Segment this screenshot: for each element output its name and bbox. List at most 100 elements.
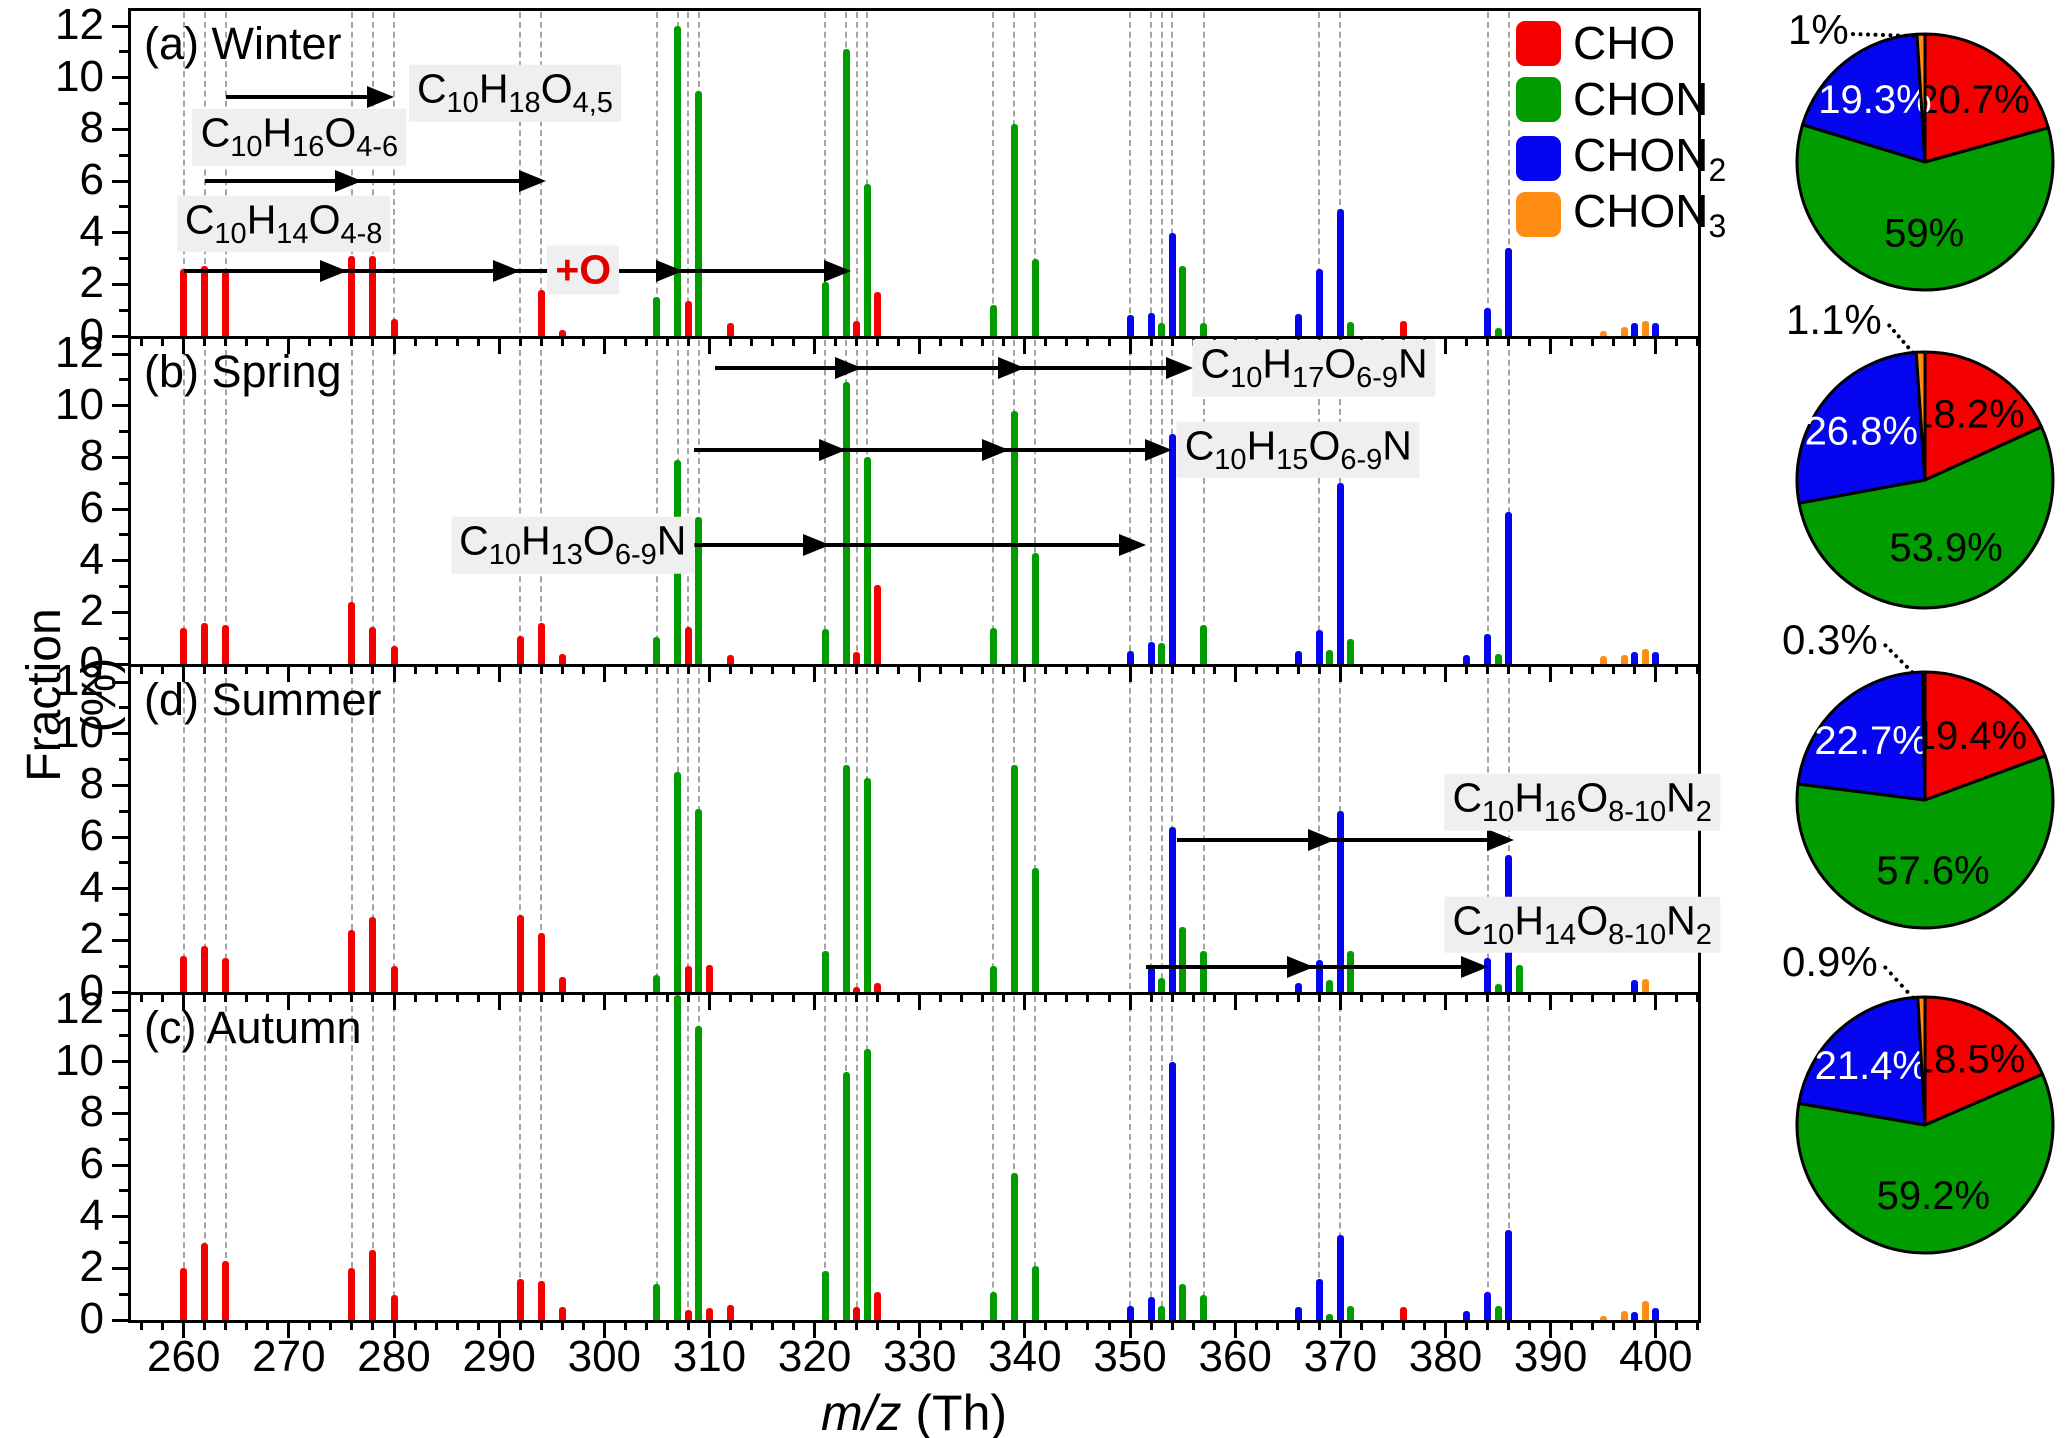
bar-CHON-307 [674, 772, 682, 992]
pie-winter-outside-label: 1% [1788, 6, 1849, 53]
x-minor-tick [981, 336, 985, 346]
bar-CHON2-400 [1652, 652, 1660, 664]
bar-CHON2-384 [1484, 307, 1492, 336]
x-major-tick [1654, 336, 1658, 354]
x-major-tick [497, 1320, 501, 1338]
bar-CHO-280 [390, 966, 398, 992]
x-minor-tick [455, 664, 459, 674]
bar-CHON-371 [1347, 321, 1355, 336]
bar-CHON2-366 [1294, 1307, 1302, 1320]
bar-CHON2-386 [1505, 511, 1513, 664]
x-major-tick [1233, 992, 1237, 1010]
bar-CHON2-368 [1315, 959, 1323, 992]
dashed-gridline [350, 668, 353, 989]
x-major-tick [287, 664, 291, 682]
annotation-arrowhead [1287, 956, 1315, 979]
x-minor-tick [686, 1320, 690, 1330]
x-major-tick [1654, 992, 1658, 1010]
x-minor-tick [539, 1320, 543, 1330]
x-minor-tick [939, 992, 943, 1002]
dashed-gridline [855, 12, 858, 333]
bar-CHON3-399 [1641, 1300, 1649, 1320]
panel-title-d: (d) Summer [144, 674, 382, 725]
y-major-tick [112, 1163, 128, 1167]
x-minor-tick [728, 664, 732, 674]
y-tick-label: 12 [55, 0, 104, 50]
dashed-gridline [350, 996, 353, 1317]
x-minor-tick [455, 1320, 459, 1330]
annotation-arrow [651, 543, 1122, 548]
pie-column [1700, 0, 2067, 1438]
dashed-gridline [1129, 668, 1132, 989]
bar-CHO-376 [1399, 320, 1407, 336]
y-minor-tick [119, 102, 128, 106]
dashed-gridline [224, 340, 227, 661]
y-tick-label: 4 [79, 1190, 104, 1240]
x-minor-tick [1296, 1320, 1300, 1330]
y-minor-tick [119, 50, 128, 54]
x-minor-tick [371, 336, 375, 346]
x-minor-tick [855, 1320, 859, 1330]
x-minor-tick [350, 992, 354, 1002]
annotation-arrowhead [1145, 438, 1173, 461]
bar-CHON-357 [1200, 1295, 1208, 1320]
x-minor-tick [161, 664, 165, 674]
x-minor-tick [1107, 992, 1111, 1002]
x-major-tick [602, 336, 606, 354]
dashed-gridline [540, 668, 543, 989]
bar-CHON-357 [1200, 625, 1208, 664]
dashed-gridline [992, 340, 995, 661]
dashed-gridline [393, 668, 396, 989]
x-tick-label: 340 [988, 1332, 1062, 1381]
bar-CHON2-352 [1147, 967, 1155, 992]
bar-CHON2-398 [1631, 323, 1639, 336]
dashed-gridline [655, 668, 658, 989]
x-minor-tick [792, 992, 796, 1002]
x-minor-tick [1612, 664, 1616, 674]
x-minor-tick [1065, 992, 1069, 1002]
y-major-tick [112, 887, 128, 891]
bar-CHON-355 [1179, 266, 1187, 336]
bar-CHO-264 [222, 625, 230, 664]
x-minor-tick [623, 992, 627, 1002]
bar-CHON-323 [842, 382, 850, 664]
y-tick-label: 4 [79, 206, 104, 256]
y-major-tick [112, 404, 128, 408]
bar-CHO-264 [222, 1260, 230, 1320]
bar-CHO-262 [201, 1242, 209, 1320]
bar-CHO-310 [705, 964, 713, 992]
pie-autumn-slice-CHO [1923, 995, 2044, 1127]
bar-CHON2-368 [1315, 268, 1323, 336]
annotation-formula: C10H14O8-10N2 [1444, 896, 1720, 954]
y-major-tick [112, 24, 128, 28]
bar-CHON-385 [1494, 653, 1502, 664]
y-tick-label: 8 [79, 1087, 104, 1137]
x-minor-tick [203, 664, 207, 674]
dashed-gridline [655, 12, 658, 333]
pie-summer: 19.4% 57.6% 22.7% [1795, 670, 2055, 930]
bar-CHO-292 [516, 635, 524, 664]
bar-CHO-278 [369, 1250, 377, 1320]
x-minor-tick [855, 664, 859, 674]
bar-CHON-325 [863, 1048, 871, 1320]
dashed-gridline [393, 12, 396, 333]
x-minor-tick [1401, 664, 1405, 674]
pie-winter-label-CHO: 20.7% [1916, 78, 2029, 122]
bar-CHO-262 [201, 266, 209, 336]
legend-label-CHON2: CHON2 [1573, 129, 1727, 189]
dashed-gridline [697, 340, 700, 661]
annotation-formula: C10H16O4-6 [192, 108, 407, 166]
legend-label-CHON: CHON [1573, 73, 1709, 125]
x-minor-tick [266, 664, 270, 674]
x-minor-tick [476, 1320, 480, 1330]
x-major-tick [707, 992, 711, 1010]
annotation-arrowhead [834, 357, 862, 380]
x-minor-tick [1275, 1320, 1279, 1330]
y-tick-label: 8 [79, 759, 104, 809]
x-major-tick [182, 336, 186, 354]
bar-CHON-325 [863, 183, 871, 336]
bar-CHON-325 [863, 457, 871, 664]
y-minor-tick [119, 1086, 128, 1090]
y-major-tick [112, 1060, 128, 1064]
bar-CHON-387 [1515, 964, 1523, 992]
